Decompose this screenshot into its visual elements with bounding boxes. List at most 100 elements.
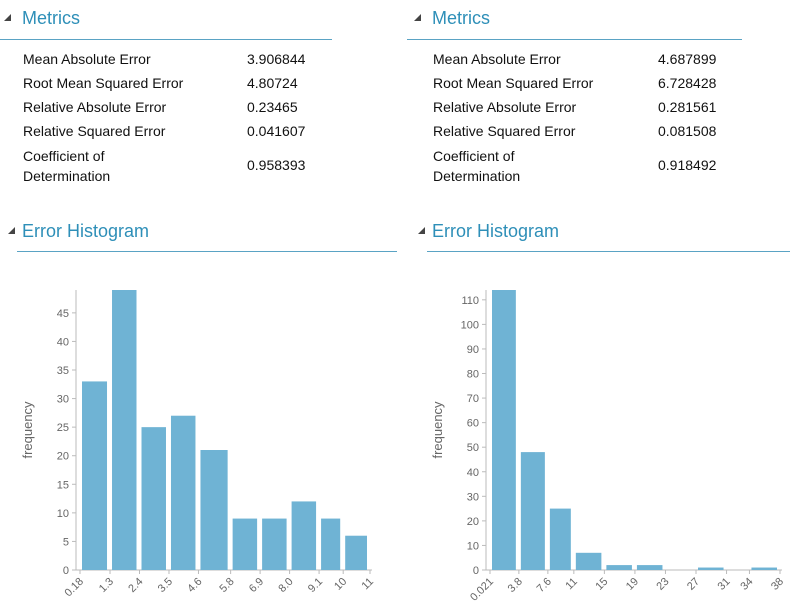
y-axis-label: frequency bbox=[430, 401, 445, 459]
x-tick-label: 5.8 bbox=[217, 576, 236, 595]
y-axis-label: frequency bbox=[20, 401, 35, 459]
bar bbox=[232, 518, 258, 570]
metric-name: Relative Squared Error bbox=[23, 123, 166, 139]
collapse-icon bbox=[8, 227, 15, 234]
x-tick-label: 3.8 bbox=[506, 576, 525, 595]
x-tick-label: 15 bbox=[593, 576, 610, 593]
x-tick-label: 11 bbox=[360, 576, 377, 593]
bar bbox=[82, 381, 108, 570]
y-tick-label: 0 bbox=[473, 565, 479, 577]
metric-row: Relative Absolute Error 0.281561 bbox=[433, 99, 763, 141]
y-tick-label: 40 bbox=[467, 467, 479, 479]
y-tick-label: 20 bbox=[467, 516, 479, 528]
metric-row: Root Mean Squared Error 6.728428 bbox=[433, 75, 763, 117]
metric-value: 4.687899 bbox=[658, 51, 717, 67]
y-tick-label: 60 bbox=[467, 418, 479, 430]
section-title: Error Histogram bbox=[432, 221, 560, 241]
metric-row: Relative Squared Error 0.041607 bbox=[23, 123, 353, 165]
y-tick-label: 50 bbox=[467, 442, 479, 454]
x-tick-label: 23 bbox=[654, 576, 671, 593]
section-title: Error Histogram bbox=[22, 221, 150, 241]
metric-name: Coefficient of Determination bbox=[23, 148, 111, 184]
section-title: Metrics bbox=[432, 8, 490, 28]
y-tick-label: 30 bbox=[467, 491, 479, 503]
bar bbox=[492, 290, 516, 570]
bar bbox=[170, 415, 196, 570]
x-tick-label: 4.6 bbox=[185, 576, 204, 595]
metric-name: Relative Absolute Error bbox=[433, 99, 577, 115]
bar bbox=[200, 450, 228, 570]
metric-value: 0.23465 bbox=[247, 99, 298, 115]
metric-row: Root Mean Squared Error 4.80724 bbox=[23, 75, 353, 117]
metric-name: Relative Squared Error bbox=[433, 123, 576, 139]
collapse-icon bbox=[4, 14, 11, 21]
bar bbox=[636, 565, 663, 570]
x-tick-label: 31 bbox=[716, 576, 733, 593]
y-tick-label: 40 bbox=[57, 336, 69, 348]
divider bbox=[17, 251, 397, 252]
metric-value: 0.281561 bbox=[658, 99, 717, 115]
y-tick-label: 110 bbox=[461, 295, 479, 307]
metric-value: 0.958393 bbox=[247, 157, 306, 173]
x-tick-label: 10 bbox=[332, 576, 349, 593]
x-tick-label: 1.3 bbox=[97, 576, 116, 595]
y-tick-label: 10 bbox=[57, 508, 69, 520]
x-tick-label: 11 bbox=[563, 576, 580, 593]
bar bbox=[606, 565, 632, 570]
x-tick-label: 9.1 bbox=[306, 576, 325, 595]
metric-row: Relative Squared Error 0.081508 bbox=[433, 123, 763, 165]
y-tick-label: 30 bbox=[57, 394, 69, 406]
y-tick-label: 45 bbox=[57, 308, 69, 320]
y-tick-label: 10 bbox=[467, 540, 479, 552]
bar bbox=[345, 535, 367, 570]
metric-name: Mean Absolute Error bbox=[23, 51, 151, 67]
y-tick-label: 70 bbox=[467, 393, 479, 405]
x-tick-label: 19 bbox=[624, 576, 641, 593]
metric-row: Relative Absolute Error 0.23465 bbox=[23, 99, 353, 141]
metric-row: Mean Absolute Error 3.906844 bbox=[23, 51, 353, 93]
x-tick-label: 8.0 bbox=[276, 576, 295, 595]
bar bbox=[321, 518, 341, 570]
y-tick-label: 100 bbox=[461, 319, 479, 331]
divider bbox=[407, 39, 742, 40]
metric-value: 0.081508 bbox=[658, 123, 717, 139]
x-tick-label: 7.6 bbox=[535, 576, 554, 595]
metric-value: 6.728428 bbox=[658, 75, 717, 91]
section-title: Metrics bbox=[22, 8, 80, 28]
y-tick-label: 25 bbox=[57, 422, 69, 434]
y-tick-label: 0 bbox=[63, 565, 69, 577]
x-tick-label: 38 bbox=[769, 576, 786, 593]
bar bbox=[262, 518, 287, 570]
bar bbox=[698, 567, 724, 570]
y-tick-label: 20 bbox=[57, 451, 69, 463]
x-tick-label: 2.4 bbox=[126, 576, 145, 595]
metric-row: Mean Absolute Error 4.687899 bbox=[433, 51, 763, 93]
metric-value: 4.80724 bbox=[247, 75, 298, 91]
divider bbox=[427, 251, 790, 252]
x-tick-label: 0.18 bbox=[62, 576, 86, 600]
bar bbox=[291, 501, 317, 570]
y-tick-label: 80 bbox=[467, 369, 479, 381]
y-tick-label: 15 bbox=[57, 479, 69, 491]
collapse-icon bbox=[418, 227, 425, 234]
metric-value: 0.918492 bbox=[658, 157, 717, 173]
bar bbox=[112, 290, 137, 570]
metric-value: 0.041607 bbox=[247, 123, 306, 139]
metric-name: Relative Absolute Error bbox=[23, 99, 167, 115]
metric-name: Root Mean Squared Error bbox=[23, 75, 184, 91]
x-tick-label: 0.021 bbox=[468, 576, 496, 604]
metric-name: Mean Absolute Error bbox=[433, 51, 561, 67]
bar bbox=[751, 567, 777, 570]
x-tick-label: 3.5 bbox=[156, 576, 175, 595]
metric-name: Root Mean Squared Error bbox=[433, 75, 594, 91]
y-tick-label: 35 bbox=[57, 365, 69, 377]
bar bbox=[575, 552, 602, 570]
bar bbox=[549, 508, 571, 570]
metric-name: Coefficient of Determination bbox=[433, 148, 521, 184]
divider bbox=[0, 39, 332, 40]
metric-value: 3.906844 bbox=[247, 51, 306, 67]
x-tick-label: 27 bbox=[685, 576, 702, 593]
bar bbox=[520, 452, 545, 570]
